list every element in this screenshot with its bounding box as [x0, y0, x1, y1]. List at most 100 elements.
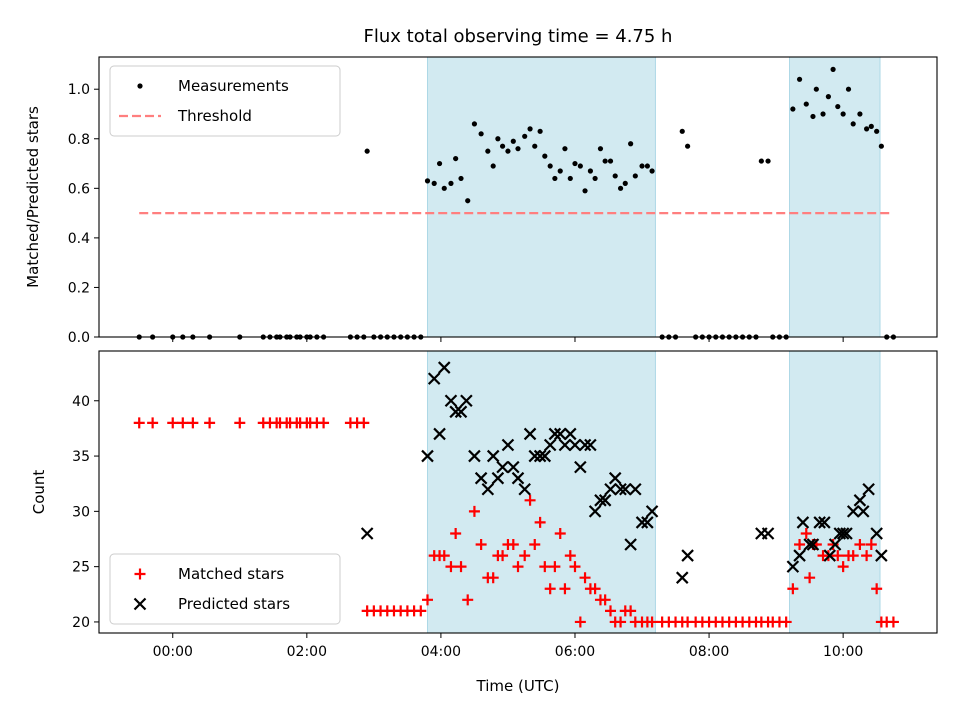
- x-point-7: [454, 405, 468, 419]
- plus-point-40: [475, 539, 487, 551]
- x-point-55: [823, 549, 837, 562]
- x-point-32: [588, 505, 602, 518]
- dot-point-78: [685, 143, 691, 149]
- plus-point-56: [559, 583, 571, 595]
- plus-point-57: [564, 550, 576, 562]
- plus-point-50: [529, 539, 541, 551]
- x-point-27: [564, 427, 577, 441]
- x-point-8: [460, 394, 473, 408]
- dot-point-68: [622, 180, 628, 186]
- plus-point-37: [455, 561, 467, 573]
- x-point-43: [645, 505, 659, 518]
- plus-point-5: [204, 417, 216, 429]
- legend-1: Matched stars Predicted stars: [109, 553, 341, 625]
- plus-point-106: [847, 550, 859, 562]
- x-point-47: [761, 527, 775, 540]
- plus-point-59: [574, 616, 586, 628]
- x-point-30: [578, 438, 592, 452]
- x-point-49: [793, 549, 806, 562]
- plus-point-95: [794, 539, 806, 551]
- plus-point-31: [421, 594, 433, 606]
- x-point-13: [491, 471, 505, 485]
- dot-point-43: [495, 136, 501, 142]
- x-point-45: [681, 549, 694, 562]
- plus-point-42: [487, 572, 499, 584]
- observing-window-0-0: [426, 56, 656, 338]
- y-tick-label-0-3: 0.6: [68, 181, 90, 197]
- plus-point-1: [147, 417, 159, 429]
- x-point-14: [496, 460, 509, 474]
- dot-point-40: [478, 131, 484, 137]
- legend-label-1-0: Matched stars: [178, 565, 284, 583]
- dot-point-55: [557, 168, 563, 174]
- dot-point-57: [567, 175, 573, 182]
- plus-point-52: [539, 561, 551, 573]
- dot-point-54: [552, 175, 558, 182]
- dot-point-104: [845, 86, 852, 92]
- y-tick-label-1-4: 40: [72, 394, 90, 410]
- legend-label-0-1: Threshold: [177, 107, 252, 125]
- x-point-18: [518, 482, 531, 496]
- dot-point-63: [597, 146, 604, 152]
- x-point-59: [840, 527, 853, 540]
- y-tick-label-0-2: 0.4: [68, 231, 90, 247]
- dot-point-69: [628, 141, 634, 147]
- x-point-21: [533, 449, 547, 463]
- y-tick-label-0-0: 0.0: [68, 330, 90, 346]
- dot-point-70: [632, 173, 638, 179]
- dot-point-107: [864, 126, 870, 132]
- x-point-51: [803, 538, 816, 551]
- x-point-31: [584, 438, 597, 452]
- x-point-61: [853, 494, 867, 507]
- dot-point-71: [639, 163, 645, 169]
- x-point-39: [624, 538, 637, 551]
- dot-point-102: [835, 103, 841, 110]
- x-point-42: [641, 516, 654, 529]
- dot-point-45: [505, 148, 511, 154]
- dot-point-89: [758, 158, 764, 164]
- plus-point-55: [554, 527, 566, 539]
- y-tick-label-0-1: 0.2: [68, 280, 90, 296]
- plus-point-62: [589, 583, 601, 595]
- x-point-2: [427, 372, 441, 385]
- x-point-19: [523, 427, 537, 441]
- plus-point-4: [187, 417, 199, 429]
- dot-point-36: [453, 155, 459, 162]
- plus-point-21: [358, 417, 370, 429]
- dot-point-32: [431, 180, 437, 186]
- plus-point-97: [804, 572, 816, 584]
- x-point-56: [828, 538, 842, 551]
- dot-point-34: [441, 185, 447, 191]
- plus-point-65: [605, 605, 617, 617]
- dot-point-22: [364, 148, 370, 154]
- x-point-64: [870, 527, 883, 540]
- dot-point-38: [465, 198, 471, 204]
- dot-point-67: [617, 185, 624, 191]
- plus-point-104: [837, 561, 849, 573]
- ratio-panel: 0.0 0.2 0.4 0.6 0.8 1.0 Measurements Threshold: [68, 56, 938, 346]
- dot-point-96: [803, 101, 809, 107]
- dot-point-37: [458, 175, 464, 182]
- plus-point-53: [544, 583, 556, 595]
- x-point-40: [629, 482, 642, 496]
- plus-point-102: [827, 539, 839, 551]
- dot-point-105: [850, 121, 856, 127]
- plus-point-51: [534, 516, 546, 528]
- x-point-63: [862, 482, 875, 496]
- dot-point-42: [490, 163, 496, 169]
- x-tick-label-1: 02:00: [287, 644, 327, 660]
- x-point-4: [437, 361, 451, 374]
- x-tick-label-5: 10:00: [823, 644, 863, 660]
- plus-point-3: [177, 417, 189, 429]
- plus-point-73: [646, 616, 658, 628]
- plus-point-58: [569, 561, 581, 573]
- plus-point-96: [800, 527, 812, 539]
- x-point-65: [875, 549, 888, 562]
- x-point-29: [574, 460, 587, 474]
- plus-point-18: [318, 417, 330, 429]
- dot-point-44: [499, 143, 506, 149]
- dot-point-33: [436, 160, 443, 167]
- plus-point-6: [234, 417, 246, 429]
- plus-point-64: [599, 594, 611, 606]
